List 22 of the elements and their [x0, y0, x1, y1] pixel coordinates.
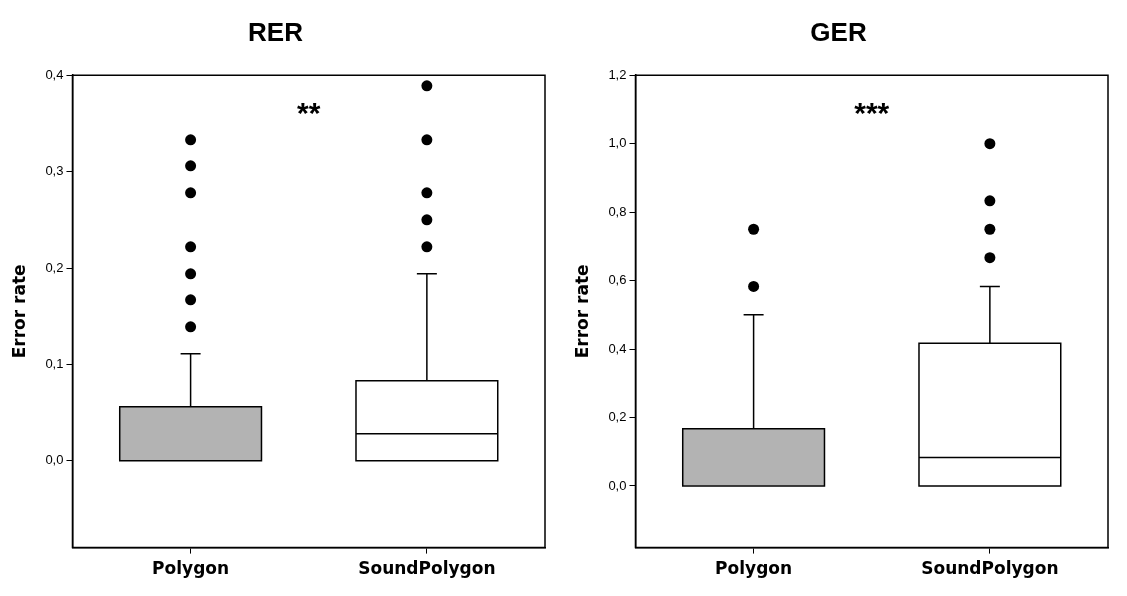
x-tick-label: Polygon	[715, 558, 793, 579]
chart-title: RER	[248, 16, 304, 47]
chart-title: GER	[810, 16, 867, 47]
y-tick-label: 0,2	[45, 259, 64, 275]
y-tick-label: 0,0	[608, 477, 627, 493]
y-tick-label: 0,3	[45, 163, 64, 179]
annotation: **	[297, 96, 321, 130]
y-axis-title: Error rate	[8, 264, 29, 359]
y-tick-label: 0,6	[608, 272, 627, 288]
y-tick-label: 0,0	[45, 452, 64, 468]
y-tick-label: 0,8	[608, 203, 627, 219]
y-tick-label: 1,0	[608, 135, 627, 151]
x-tick-label: SoundPolygon	[921, 558, 1059, 579]
y-tick-label: 1,2	[608, 66, 627, 82]
y-tick-label: 0,1	[45, 356, 64, 371]
y-tick-label: 0,2	[608, 409, 627, 425]
y-tick-label: 0,4	[45, 66, 64, 82]
y-tick-label: 0,4	[608, 340, 627, 356]
x-tick-label: SoundPolygon	[358, 558, 496, 579]
annotation: ***	[854, 96, 890, 130]
x-tick-label: Polygon	[152, 558, 230, 579]
y-axis-title: Error rate	[571, 264, 592, 359]
